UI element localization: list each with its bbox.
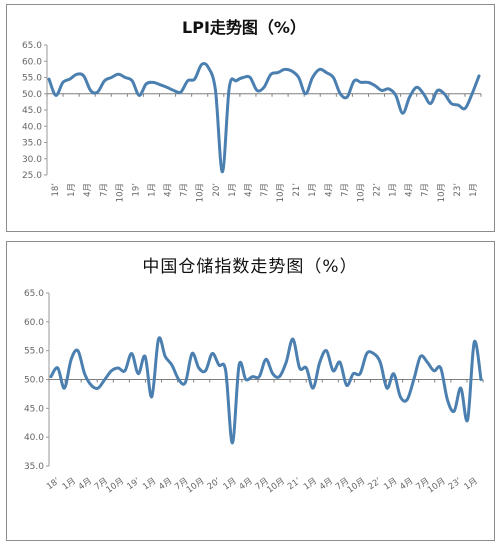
x-tick-label: 7月 xyxy=(99,183,109,197)
x-tick-label: 23’ xyxy=(453,183,463,197)
x-tick-label: 1月 xyxy=(147,183,157,197)
x-tick-label: 7月 xyxy=(340,183,350,197)
y-tick-label: 45.0 xyxy=(22,106,42,116)
x-tick-label: 1月 xyxy=(61,476,78,492)
y-tick-label: 55.0 xyxy=(22,74,42,84)
x-tick-label: 10月 xyxy=(437,183,447,202)
x-tick-label: 7月 xyxy=(180,183,190,197)
x-tick-label: 1月 xyxy=(382,476,399,492)
y-tick-label: 60.0 xyxy=(24,318,44,328)
x-tick-label: 1月 xyxy=(389,183,399,197)
y-tick-label: 25.0 xyxy=(22,171,42,181)
x-tick-label: 10月 xyxy=(356,183,366,202)
series-line xyxy=(47,62,481,174)
x-tick-label: 1月 xyxy=(228,183,238,197)
warehouse-index-chart-panel: 中国仓储指数走势图（%） 35.0 40.0 45.0 50.0 55.0 60.0 65.… xyxy=(6,241,495,541)
x-tick-label: 18’ xyxy=(45,476,62,492)
x-tick-label: 1月 xyxy=(308,183,318,197)
x-tick-label: 10月 xyxy=(265,476,287,495)
x-tick-label: 22’ xyxy=(366,476,383,492)
y-tick-label: 65.0 xyxy=(24,289,44,299)
y-tick-label: 60.0 xyxy=(22,57,42,67)
x-tick-label: 10月 xyxy=(276,183,286,202)
x-tick-label: 19’ xyxy=(125,476,142,492)
y-tick-label: 50.0 xyxy=(24,376,44,386)
x-tick-label: 4月 xyxy=(83,183,93,197)
x-tick-label: 4月 xyxy=(405,183,415,197)
x-tick-label: 10月 xyxy=(115,183,125,202)
x-tick-label: 20’ xyxy=(212,183,222,197)
x-tick-label: 21’ xyxy=(286,476,303,492)
series-line xyxy=(49,336,483,445)
x-tick-label: 7月 xyxy=(260,183,270,197)
x-tick-label: 10月 xyxy=(426,476,448,495)
y-tick-label: 40.0 xyxy=(22,122,42,132)
x-tick-label: 10月 xyxy=(104,476,126,495)
x-tick-label: 10月 xyxy=(196,183,206,202)
x-tick-label: 4月 xyxy=(318,476,335,492)
x-tick-label: 4月 xyxy=(324,183,334,197)
x-tick-label: 1月 xyxy=(469,183,479,197)
x-tick-label: 1月 xyxy=(221,476,238,492)
x-tick-label: 4月 xyxy=(164,183,174,197)
x-tick-label: 10月 xyxy=(185,476,207,495)
y-tick-label: 30.0 xyxy=(22,155,42,165)
y-tick-label: 50.0 xyxy=(22,90,42,100)
x-tick-label: 10月 xyxy=(346,476,368,495)
x-tick-label: 20’ xyxy=(206,476,223,492)
x-tick-label: 1月 xyxy=(302,476,319,492)
x-tick-label: 4月 xyxy=(398,476,415,492)
y-tick-label: 40.0 xyxy=(24,433,44,443)
x-tick-label: 4月 xyxy=(244,183,254,197)
x-tick-label: 1月 xyxy=(463,476,480,492)
x-tick-label: 4月 xyxy=(238,476,255,492)
y-tick-label: 65.0 xyxy=(22,41,42,51)
x-tick-label: 1月 xyxy=(141,476,158,492)
x-tick-label: 23’ xyxy=(447,476,464,492)
lpi-chart-panel: LPI走势图（%） 25.0 30.0 35.0 40.0 45.0 50.0 55.0 60… xyxy=(6,4,495,232)
y-tick-label: 35.0 xyxy=(24,462,44,472)
y-tick-label: 45.0 xyxy=(24,404,44,414)
x-tick-label: 7月 xyxy=(421,183,431,197)
x-tick-label: 4月 xyxy=(157,476,174,492)
x-tick-label: 21’ xyxy=(292,183,302,197)
chart-title: LPI走势图（%） xyxy=(182,18,306,37)
x-tick-label: 22’ xyxy=(373,183,383,197)
x-tick-label: 18’ xyxy=(51,183,61,197)
y-tick-label: 55.0 xyxy=(24,347,44,357)
warehouse-index-chart: 中国仓储指数走势图（%） 35.0 40.0 45.0 50.0 55.0 60.0 65.… xyxy=(24,257,484,496)
x-tick-label: 4月 xyxy=(77,476,94,492)
x-tick-label: 1月 xyxy=(67,183,77,197)
chart-title: 中国仓储指数走势图（%） xyxy=(142,257,357,277)
y-tick-label: 35.0 xyxy=(22,139,42,149)
lpi-chart: LPI走势图（%） 25.0 30.0 35.0 40.0 45.0 50.0 55.0 60… xyxy=(22,18,482,202)
x-tick-label: 19’ xyxy=(131,183,141,197)
